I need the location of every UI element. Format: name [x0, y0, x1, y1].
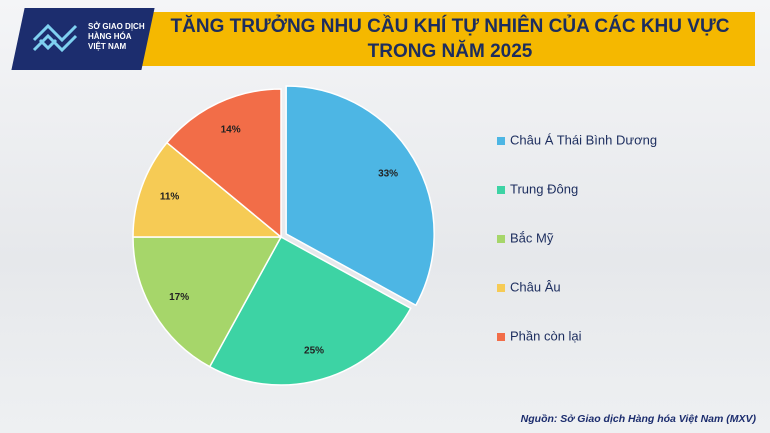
- chart-title: TĂNG TRƯỞNG NHU CẦU KHÍ TỰ NHIÊN CỦA CÁC…: [170, 16, 730, 62]
- legend-swatch: [497, 186, 505, 194]
- legend-swatch: [497, 235, 505, 243]
- data-label: 11%: [160, 192, 180, 203]
- legend-label: Bắc Mỹ: [510, 230, 554, 245]
- brand-line: SỞ GIAO DỊCH: [88, 22, 145, 31]
- brand: SỞ GIAO DỊCH HÀNG HÓA VIỆT NAM: [88, 22, 145, 52]
- legend-swatch: [497, 333, 505, 341]
- legend-swatch: [497, 284, 505, 292]
- pie-slice: [132, 141, 284, 238]
- legend-label: Phần còn lại: [510, 328, 582, 343]
- header-band: [118, 12, 755, 66]
- legend-label: Trung Đông: [510, 181, 578, 196]
- data-label: 33%: [378, 168, 398, 179]
- logo-icon: [32, 23, 78, 53]
- legend-label: Châu Á Thái Bình Dương: [510, 132, 657, 147]
- brand-line: HÀNG HÓA: [88, 32, 132, 41]
- pie-slice: [208, 235, 412, 386]
- brand-line: VIỆT NAM: [88, 42, 127, 51]
- data-label: 17%: [169, 292, 189, 303]
- data-label: 14%: [221, 125, 241, 136]
- pie-slice: [132, 236, 283, 368]
- legend-label: Châu Âu: [510, 279, 561, 294]
- pie-slice: [165, 88, 282, 239]
- pie-slice: [285, 85, 435, 307]
- data-label: 25%: [304, 345, 324, 356]
- legend-swatch: [497, 137, 505, 145]
- source: Nguồn: Sở Giao dịch Hàng hóa Việt Nam (M…: [520, 413, 756, 425]
